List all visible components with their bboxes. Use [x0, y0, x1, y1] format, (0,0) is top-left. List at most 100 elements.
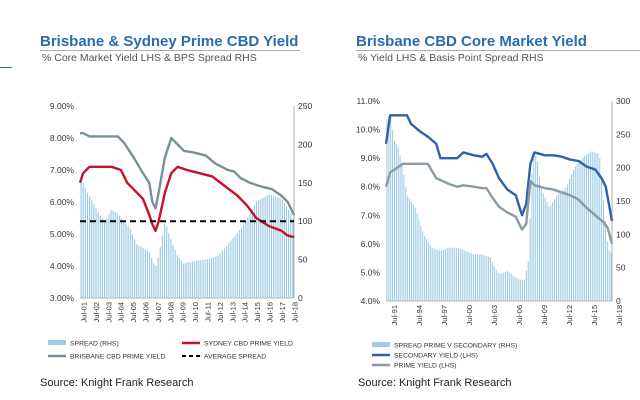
left-x-tick: Jul-05 [129, 302, 138, 322]
left-spread-bar [230, 240, 232, 298]
left-spread-bar [238, 230, 241, 298]
left-spread-bar [228, 243, 230, 298]
left-spread-bar [140, 246, 142, 298]
right-legend-label: PRIME YIELD (LHS) [394, 363, 457, 370]
right-spread-bar [522, 280, 524, 302]
right-spread-bar [540, 188, 542, 301]
left-title-rule [40, 50, 300, 51]
left-spread-bar [170, 239, 172, 298]
right-spread-bar [441, 250, 443, 301]
left-x-tick: Jul-12 [216, 302, 225, 322]
right-left-tick: 8.0% [361, 182, 381, 192]
right-spread-bar [467, 251, 469, 301]
right-x-tick: Jul-12 [565, 305, 574, 325]
right-legend-label: SECONDARY YIELD (LHS) [394, 353, 478, 360]
right-spread-bar [606, 241, 608, 301]
left-spread-bar [174, 250, 176, 298]
right-spread-bar [586, 154, 588, 301]
right-spread-bar [495, 269, 497, 301]
right-spread-bar [439, 250, 441, 301]
right-spread-bar [599, 157, 601, 301]
left-chart-title: Brisbane & Sydney Prime CBD Yield [40, 33, 299, 50]
left-spread-bar [217, 255, 219, 298]
left-spread-bar [101, 217, 104, 298]
left-spread-bar [125, 223, 127, 298]
right-right-tick: 50 [616, 263, 626, 273]
right-spread-bar [476, 254, 478, 301]
left-spread-bar [258, 200, 260, 298]
right-spread-bar [444, 249, 446, 301]
right-spread-bar [437, 249, 439, 301]
left-spread-bar [151, 257, 153, 298]
left-x-tick: Jul-16 [266, 302, 275, 322]
left-spread-bar [266, 195, 268, 298]
left-spread-bar [104, 220, 106, 298]
left-spread-bar [279, 197, 281, 298]
left-spread-bar [236, 232, 238, 298]
right-spread-bar [399, 155, 401, 301]
left-spread-bar [172, 244, 174, 298]
left-legend-label: AVERAGE SPREAD [204, 354, 266, 361]
right-spread-bar [544, 197, 546, 301]
right-spread-bar [505, 271, 507, 301]
right-right-tick: 200 [616, 163, 630, 173]
left-spread-bar [277, 197, 279, 298]
right-right-tick: 0 [616, 296, 621, 306]
right-spread-bar [584, 156, 586, 301]
right-spread-bar [442, 249, 444, 301]
right-spread-bar [486, 256, 488, 301]
right-spread-bar [520, 279, 522, 301]
left-x-tick: Jul-08 [166, 302, 175, 322]
left-spread-bar [89, 196, 91, 298]
right-title-rule [356, 50, 640, 51]
right-spread-bar [422, 231, 424, 301]
left-spread-bar [193, 260, 196, 298]
right-spread-bar [403, 175, 405, 301]
left-spread-bar [292, 218, 294, 298]
right-spread-bar [555, 196, 557, 301]
right-spread-bar [433, 248, 435, 301]
right-spread-bar [431, 247, 433, 301]
right-spread-bar [461, 249, 463, 301]
right-spread-bar [407, 195, 409, 301]
left-left-tick: 3.00% [50, 293, 75, 303]
left-x-tick: Jul-18 [290, 302, 299, 322]
right-spread-bar [450, 247, 452, 301]
left-spread-bar [116, 213, 119, 298]
right-spread-bar [490, 257, 492, 301]
left-x-tick: Jul-13 [228, 302, 237, 322]
right-spread-bar [563, 189, 565, 301]
left-spread-bar [198, 260, 200, 298]
left-spread-bar [253, 205, 255, 298]
left-x-tick: Jul-04 [117, 302, 126, 322]
left-spread-bar [249, 213, 251, 298]
left-spread-bar [262, 197, 264, 298]
right-spread-bar [582, 157, 584, 301]
left-right-tick: 200 [298, 139, 312, 149]
left-spread-bar [255, 201, 258, 298]
right-spread-bar [601, 178, 603, 301]
left-spread-bar [189, 261, 191, 298]
left-spread-bar [136, 244, 138, 298]
right-spread-bar [459, 248, 461, 301]
left-spread-bar [281, 199, 283, 298]
left-spread-bar [206, 259, 208, 298]
right-spread-bar [576, 164, 578, 301]
left-spread-bar [166, 226, 168, 298]
right-spread-bar [603, 199, 605, 301]
left-spread-bar [93, 204, 95, 298]
right-right-tick: 300 [616, 96, 630, 106]
left-spread-bar [108, 214, 110, 298]
right-spread-bar [412, 204, 414, 301]
left-spread-bar [215, 256, 217, 298]
right-spread-bar [456, 247, 458, 301]
right-spread-bar [527, 261, 529, 301]
right-spread-bar [589, 151, 591, 301]
left-spread-bar [285, 206, 288, 298]
right-spread-bar [478, 254, 480, 301]
left-x-tick: Jul-07 [154, 302, 163, 322]
right-spread-bar [484, 255, 486, 302]
right-spread-bar [550, 205, 552, 301]
left-x-tick: Jul-02 [92, 302, 101, 322]
left-spread-bar [234, 235, 236, 298]
